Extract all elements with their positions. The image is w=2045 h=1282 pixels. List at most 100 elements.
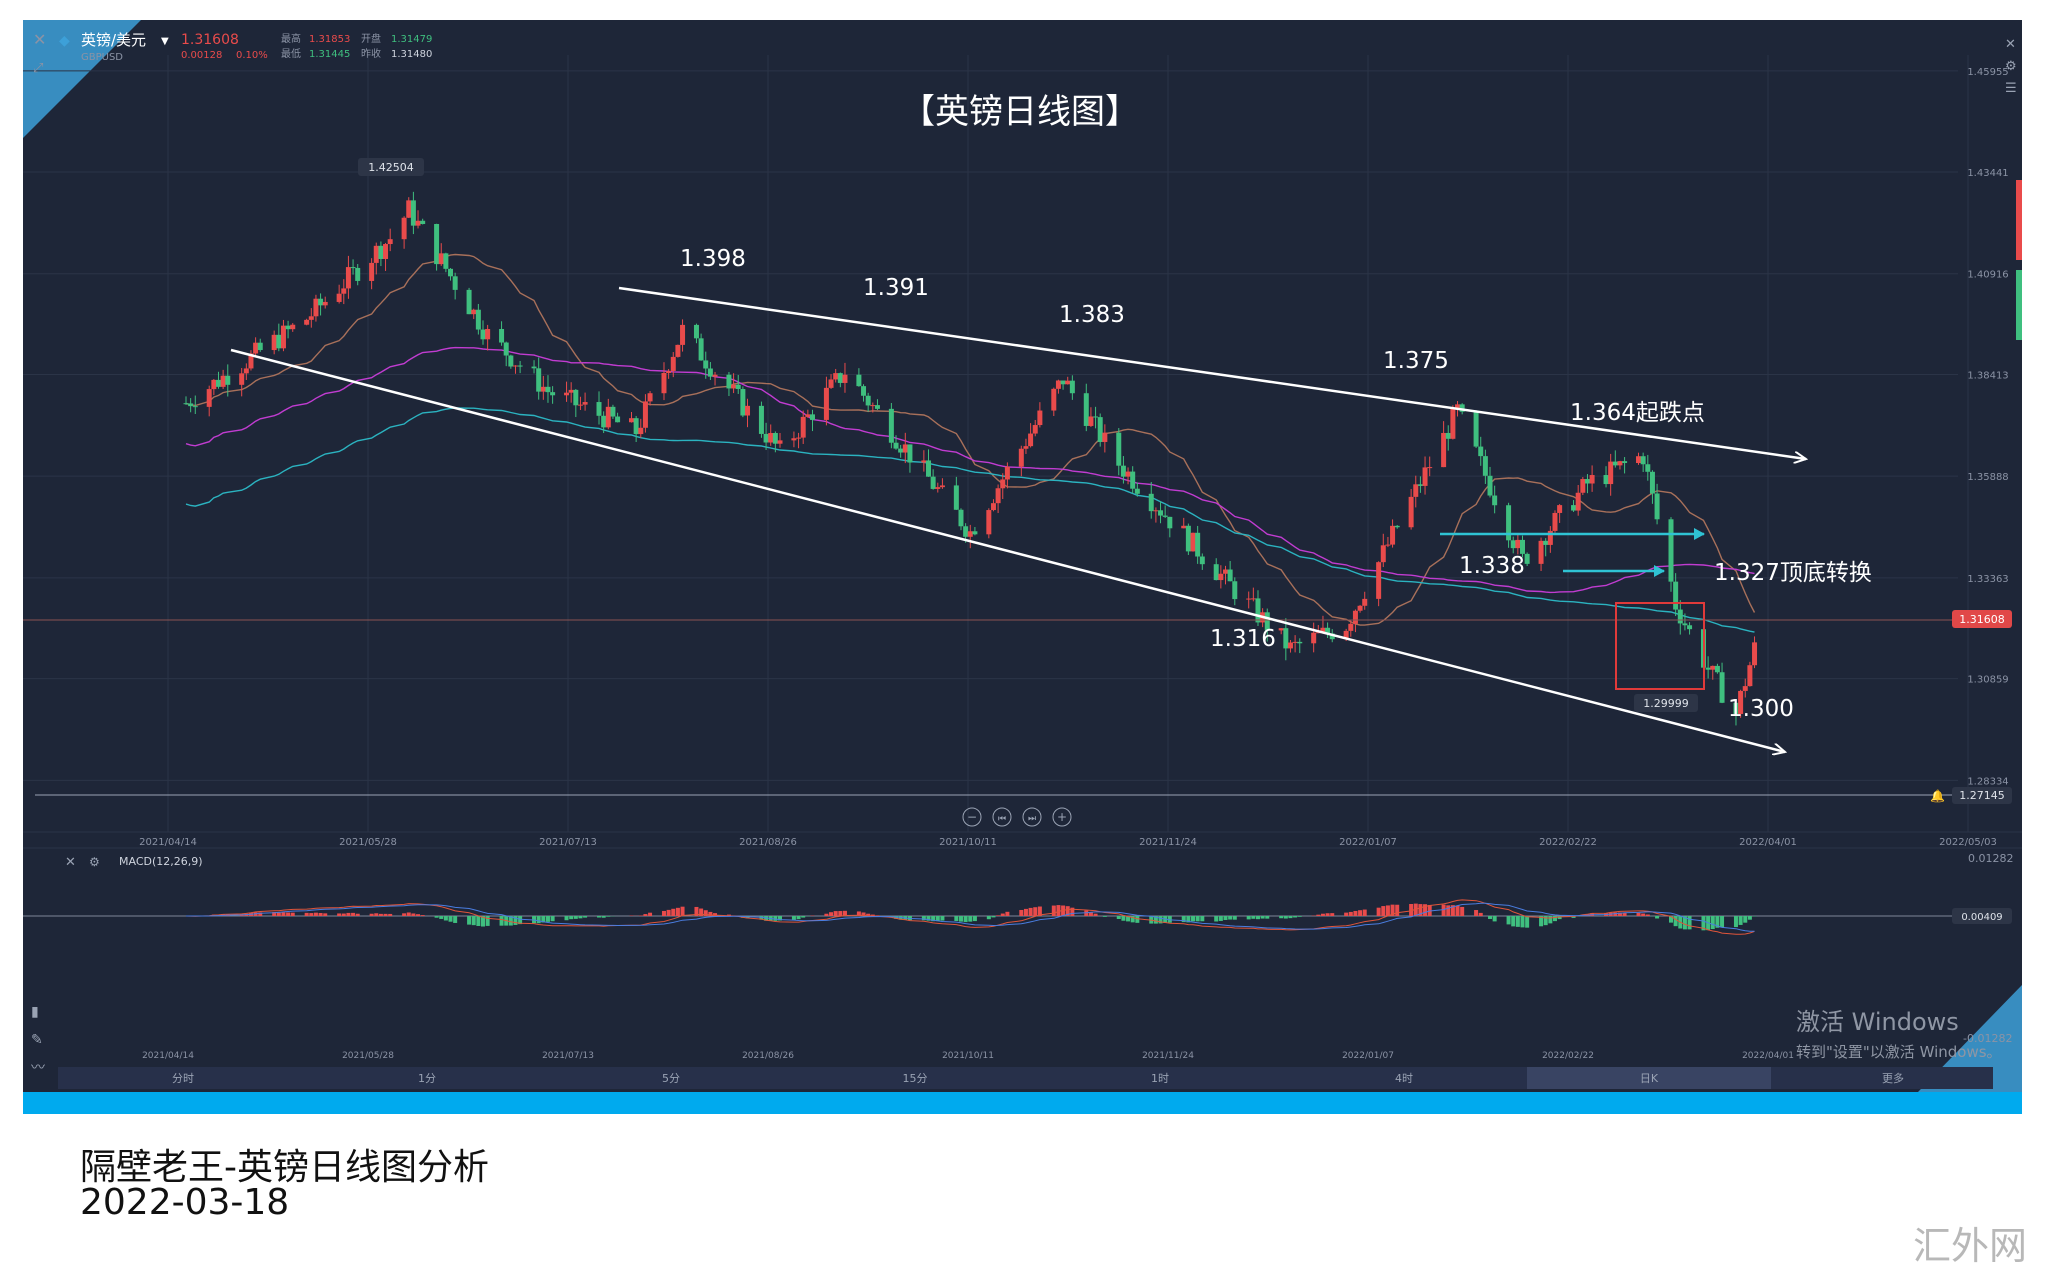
candle-body	[772, 433, 778, 444]
close-icon[interactable]: ✕	[33, 30, 46, 49]
candle-body	[1538, 540, 1544, 564]
candle-body	[1524, 553, 1530, 564]
macd-bar	[796, 916, 801, 920]
macd-bar	[309, 913, 314, 916]
forward-icon[interactable]	[1022, 807, 1042, 827]
zoom-out-icon[interactable]	[962, 807, 982, 827]
zoom-in-icon[interactable]	[1052, 807, 1072, 827]
timeframe-tabs[interactable]: 分时 1分 5分 15分 1时 4时 日K 更多	[172, 1071, 1904, 1085]
macd-x-axis: 2021/04/14 2021/05/28 2021/07/13 2021/08/26…	[142, 1051, 1794, 1061]
candle-body	[1167, 516, 1173, 529]
candle-body	[1315, 632, 1321, 634]
macd-bar	[374, 913, 379, 916]
candle-body	[253, 342, 259, 354]
timeframe-tab[interactable]: 1时	[1151, 1072, 1169, 1085]
macd-bar	[508, 916, 513, 926]
macd-settings-icon[interactable]: ⚙	[89, 855, 100, 869]
macd-bar	[1733, 916, 1738, 928]
candle-body	[1051, 388, 1057, 411]
rewind-icon[interactable]	[992, 807, 1012, 827]
timeframe-tab[interactable]: 15分	[903, 1072, 928, 1085]
macd-bar	[1747, 916, 1752, 920]
settings-icon[interactable]: ☰	[2005, 81, 2017, 96]
macd-bar	[680, 906, 685, 916]
symbol-name[interactable]: 英镑/美元	[81, 31, 146, 49]
candle-body	[796, 437, 802, 439]
macd-bar	[996, 915, 1001, 916]
macd-bar	[1223, 916, 1228, 920]
macd-bar	[276, 912, 281, 916]
candle-type-icon[interactable]: ▮	[31, 1004, 39, 1020]
macd-bar	[1056, 905, 1061, 916]
close-icon[interactable]: ✕	[2005, 37, 2016, 52]
candle-body	[1589, 475, 1595, 484]
candle-body	[990, 503, 996, 511]
alert-price-tag: 1.27145	[1959, 789, 2005, 802]
timeframe-tab[interactable]: 1分	[418, 1072, 436, 1085]
upper-channel-line	[618, 286, 1806, 459]
sell-tab[interactable]	[2016, 180, 2022, 260]
macd-bar	[416, 914, 421, 916]
timeframe-tab[interactable]: 5分	[662, 1072, 680, 1085]
bell-icon[interactable]: 🔔	[1930, 789, 1945, 803]
macd-bar	[1520, 916, 1525, 928]
candle-body	[1677, 609, 1683, 624]
candle-body	[898, 448, 904, 453]
candle-body	[452, 276, 458, 290]
macd-bar	[1158, 916, 1163, 924]
candle-body	[1714, 665, 1720, 673]
candle-body	[1116, 432, 1122, 466]
macd-bar	[1265, 916, 1270, 919]
candle-body	[907, 444, 913, 463]
macd-bar	[606, 916, 611, 917]
indicator-icon[interactable]: 〰	[31, 1060, 45, 1076]
candle-body	[1329, 633, 1335, 640]
gear-icon[interactable]: ⚙	[2005, 59, 2017, 74]
macd-bar	[1543, 916, 1548, 926]
timeframe-tab[interactable]: 分时	[172, 1072, 194, 1085]
timeframe-tab[interactable]: 日K	[1640, 1072, 1659, 1085]
candle-body	[248, 353, 254, 369]
annotation-1383: 1.383	[1059, 302, 1125, 328]
candle-body	[471, 309, 477, 315]
symbol-header[interactable]: ✕ ◆ 英镑/美元 ▼ GBPUSD 1.31608 0.00128 0.10%…	[33, 30, 432, 76]
macd-bar	[842, 910, 847, 916]
right-toolbar[interactable]: ✕ ⚙ ☰	[2005, 37, 2022, 340]
recent-low-box	[1615, 602, 1705, 690]
candle-body	[1636, 456, 1642, 464]
macd-bar	[986, 916, 991, 920]
timeframe-tab[interactable]: 更多	[1882, 1071, 1904, 1085]
buy-tab[interactable]	[2016, 270, 2022, 340]
candle-body	[1622, 461, 1628, 464]
draw-tool-icon[interactable]: ✎	[31, 1032, 43, 1048]
macd-bar	[1701, 916, 1706, 931]
low-marker: 1.29999	[1634, 694, 1698, 712]
candle-body	[280, 325, 286, 349]
candle-body	[888, 408, 894, 443]
macd-bar	[1669, 916, 1673, 923]
macd-bar	[318, 913, 323, 916]
timeframe-tab[interactable]: 4时	[1395, 1072, 1413, 1085]
chevron-down-icon[interactable]: ▼	[161, 36, 169, 47]
macd-bar	[1395, 904, 1400, 916]
macd-close-icon[interactable]: ✕	[65, 855, 76, 870]
candle-body	[1255, 598, 1261, 623]
candle-body	[1287, 642, 1293, 649]
candle-body	[322, 301, 328, 306]
low-value: 1.31445	[309, 49, 350, 60]
macd-bar	[921, 916, 926, 921]
macd-bar	[290, 912, 295, 916]
macd-bar	[434, 916, 439, 918]
ma-line	[185, 407, 1755, 633]
candle-body	[1213, 564, 1219, 581]
macd-bar	[778, 916, 782, 921]
expand-icon[interactable]: ⤢	[33, 61, 43, 76]
chart-nav-controls[interactable]: − ⏮ ⏭ +	[962, 807, 1072, 827]
chart-panel[interactable]: 【英镑日线图】 ✕ ◆ 英镑/美元 ▼ GBPUSD 1.31608 0.001…	[23, 20, 2022, 1112]
candle-body	[1037, 410, 1043, 426]
macd-bar	[1135, 916, 1140, 923]
macd-bar	[1293, 916, 1298, 918]
svg-text:−: −	[967, 810, 977, 824]
candle-body	[410, 200, 416, 226]
candle-body	[777, 440, 783, 444]
